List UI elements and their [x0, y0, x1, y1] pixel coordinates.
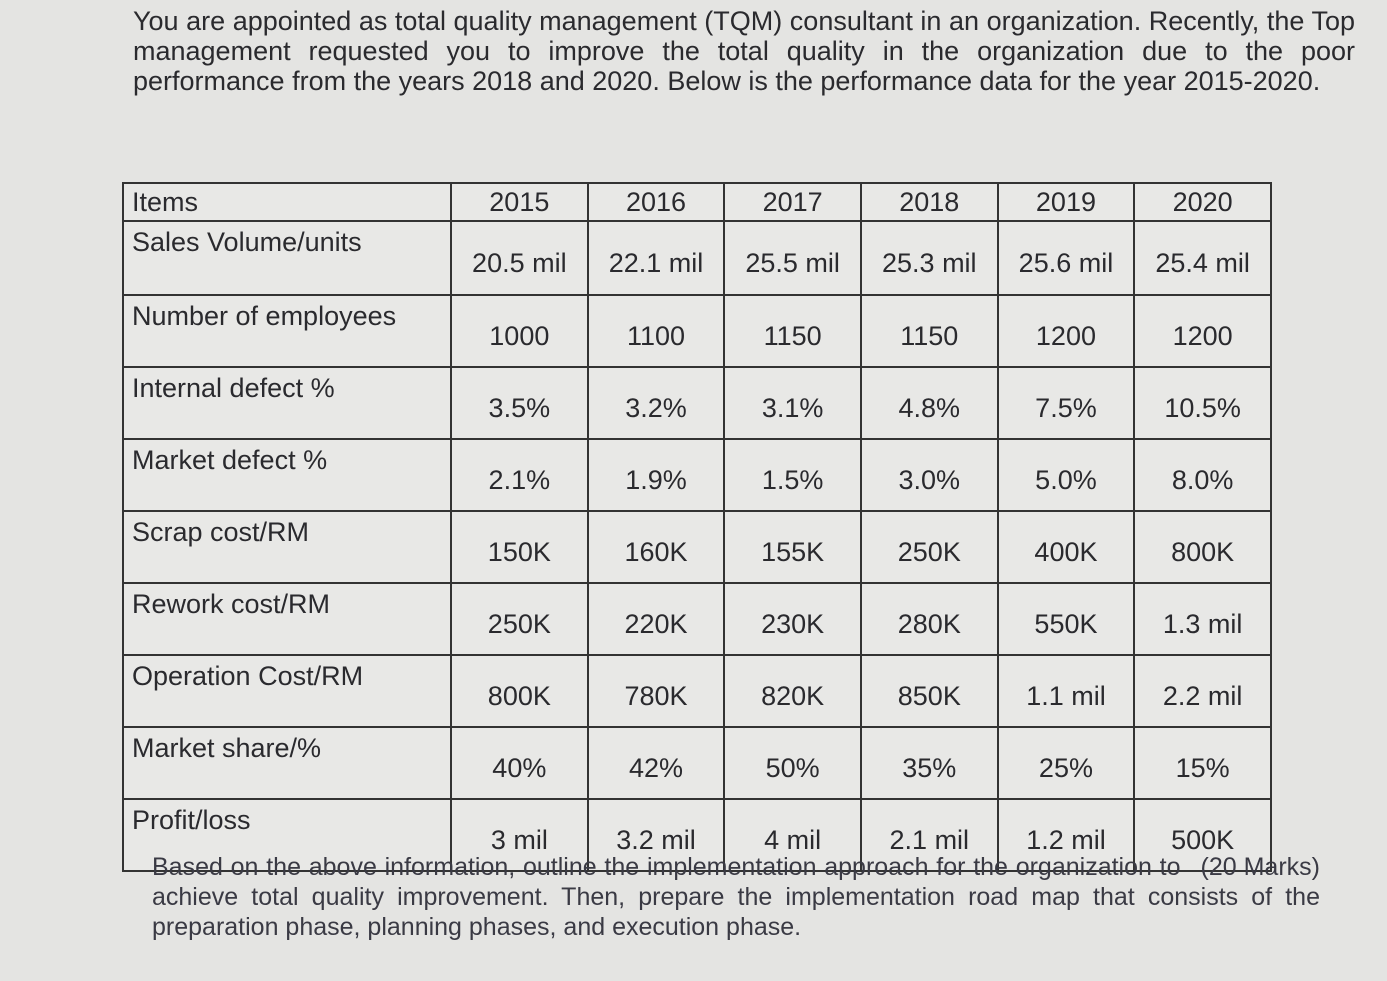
table-row: Internal defect % 3.5% 3.2% 3.1% 4.8% 7.5% 10.… [122, 366, 1272, 440]
table-cell: 280K [859, 582, 999, 656]
table-cell: 1.2 mil [996, 798, 1136, 872]
table-cell: 3 mil [450, 798, 589, 872]
table-cell: 3.2 mil [586, 798, 726, 872]
table-cell: 1.3 mil [1133, 582, 1272, 656]
table-cell: 50% [723, 726, 862, 800]
table-cell: 1.5% [723, 438, 862, 512]
row-label: Number of employees [122, 294, 452, 368]
table-cell: 1.9% [586, 438, 726, 512]
table-row: Market defect % 2.1% 1.9% 1.5% 3.0% 5.0% 8.0% [122, 438, 1272, 512]
table-cell: 7.5% [996, 366, 1136, 440]
table-cell: 42% [586, 726, 726, 800]
table-cell: 550K [996, 582, 1136, 656]
table-cell: 20.5 mil [450, 220, 589, 296]
table-cell: 25.3 mil [859, 220, 999, 296]
table-row: Rework cost/RM 250K 220K 230K 280K 550K 1.3 mi… [122, 582, 1272, 656]
year-header: 2019 [996, 182, 1136, 222]
table-cell: 400K [996, 510, 1136, 584]
table-cell: 230K [723, 582, 862, 656]
table-cell: 250K [859, 510, 999, 584]
table-cell: 1100 [586, 294, 726, 368]
table-cell: 150K [450, 510, 589, 584]
table-cell: 1150 [723, 294, 862, 368]
table-cell: 3.0% [859, 438, 999, 512]
year-header: 2020 [1133, 182, 1272, 222]
table-row: Scrap cost/RM 150K 160K 155K 250K 400K 800K [122, 510, 1272, 584]
year-header: 2016 [586, 182, 726, 222]
table-row: Market share/% 40% 42% 50% 35% 25% 15% [122, 726, 1272, 800]
question-paragraph: (20 Marks) Based on the above informatio… [152, 852, 1320, 942]
question-text: Based on the above information, outline … [152, 853, 1320, 941]
table-cell: 780K [586, 654, 726, 728]
row-label: Profit/loss [122, 798, 452, 872]
table-cell: 25% [996, 726, 1136, 800]
table-cell: 850K [859, 654, 999, 728]
year-header: 2015 [450, 182, 589, 222]
table-cell: 25.6 mil [996, 220, 1136, 296]
table-cell: 1200 [996, 294, 1136, 368]
table-cell: 40% [450, 726, 589, 800]
table-cell: 2.1 mil [859, 798, 999, 872]
table-cell: 25.4 mil [1133, 220, 1272, 296]
table-cell: 1200 [1133, 294, 1272, 368]
table-cell: 820K [723, 654, 862, 728]
row-label: Internal defect % [122, 366, 452, 440]
table-cell: 25.5 mil [723, 220, 862, 296]
table-cell: 1.1 mil [996, 654, 1136, 728]
table-cell: 160K [586, 510, 726, 584]
table-cell: 4 mil [723, 798, 862, 872]
table-cell: 250K [450, 582, 589, 656]
year-header: 2017 [723, 182, 862, 222]
table-row: Sales Volume/units 20.5 mil 22.1 mil 25.5 m… [122, 220, 1272, 296]
marks-label: (20 Marks) [1200, 853, 1320, 881]
table-cell: 155K [723, 510, 862, 584]
header-label: Items [122, 182, 452, 222]
row-label: Operation Cost/RM [122, 654, 452, 728]
row-label: Market share/% [122, 726, 452, 800]
table-cell: 3.2% [586, 366, 726, 440]
table-cell: 800K [1133, 510, 1272, 584]
table-cell: 800K [450, 654, 589, 728]
table-cell: 3.5% [450, 366, 589, 440]
table-cell: 10.5% [1133, 366, 1272, 440]
table-cell: 5.0% [996, 438, 1136, 512]
year-header: 2018 [859, 182, 999, 222]
table-cell: 1150 [859, 294, 999, 368]
table-cell: 35% [859, 726, 999, 800]
row-label: Scrap cost/RM [122, 510, 452, 584]
table-cell: 15% [1133, 726, 1272, 800]
table-cell: 2.1% [450, 438, 589, 512]
intro-paragraph: You are appointed as total quality manag… [133, 6, 1355, 96]
table-row: Profit/loss 3 mil 3.2 mil 4 mil 2.1 mil 1.2 m… [122, 798, 1272, 872]
row-label: Market defect % [122, 438, 452, 512]
table-row: Operation Cost/RM 800K 780K 820K 850K 1.1 mil… [122, 654, 1272, 728]
table-cell: 220K [586, 582, 726, 656]
row-label: Rework cost/RM [122, 582, 452, 656]
table-row: Number of employees 1000 1100 1150 1150 1200 1… [122, 294, 1272, 368]
performance-table: Items 2015 2016 2017 2018 2019 2020 Sales Volum… [122, 182, 1272, 872]
table-cell: 3.1% [723, 366, 862, 440]
table-cell: 500K [1133, 798, 1272, 872]
row-label: Sales Volume/units [122, 220, 452, 296]
table-cell: 2.2 mil [1133, 654, 1272, 728]
table-cell: 4.8% [859, 366, 999, 440]
table-cell: 22.1 mil [586, 220, 726, 296]
header-row: Items 2015 2016 2017 2018 2019 2020 [122, 182, 1272, 222]
table-cell: 1000 [450, 294, 589, 368]
table-cell: 8.0% [1133, 438, 1272, 512]
